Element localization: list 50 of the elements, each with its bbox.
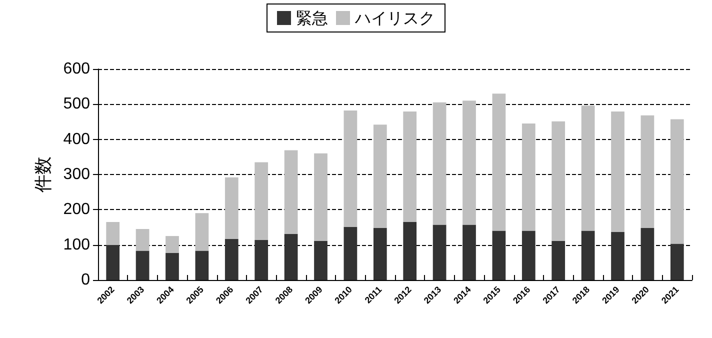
bar [581,106,595,231]
legend-label: 緊急 [296,8,328,28]
bar [195,250,209,280]
y-tick-label: 600 [63,60,90,78]
bar [344,110,358,227]
bar [611,232,624,280]
bar [522,230,536,280]
y-tick-label: 100 [63,236,90,254]
bar [195,213,209,251]
bar [640,115,654,228]
bar [314,240,328,280]
bar [462,224,476,280]
bar [136,229,150,251]
bar [492,94,506,231]
y-tick-label: 0 [81,272,90,288]
bar [314,153,328,241]
bar [136,250,150,280]
bar [640,228,654,280]
bar [224,177,238,239]
bar [670,119,684,244]
bar [462,100,476,225]
bar [344,226,358,280]
bar [166,252,179,280]
bar [284,150,298,234]
bar [403,112,417,222]
bar [254,240,268,280]
bar [552,121,566,241]
y-axis-title: 件数 [32,156,54,192]
bar [552,240,566,280]
bar [522,124,536,231]
bar [373,228,387,280]
bar [432,102,446,225]
bar [432,224,446,280]
bar [403,222,417,280]
bar [611,112,624,232]
bar [254,162,268,240]
bar [224,238,238,280]
bar [106,244,120,280]
bar [284,234,298,280]
bar [166,236,179,253]
legend-label: ハイリスク [354,8,435,28]
y-tick-label: 500 [63,96,90,113]
bar [106,222,120,245]
bar [581,230,595,280]
y-tick-label: 400 [63,130,90,148]
y-tick-label: 200 [63,201,90,218]
bar [373,124,387,228]
bar [492,230,506,280]
bar [670,244,684,280]
y-tick-label: 300 [63,166,90,183]
